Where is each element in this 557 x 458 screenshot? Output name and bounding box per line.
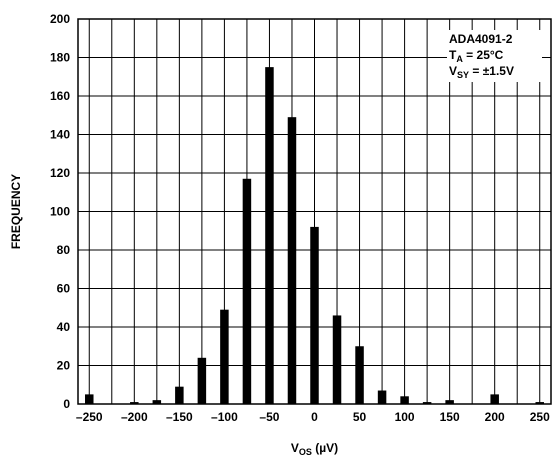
y-tick-label: 40 bbox=[57, 320, 71, 334]
y-tick-label: 200 bbox=[50, 12, 70, 26]
annotation-box-background bbox=[447, 30, 542, 82]
x-tick-label: 250 bbox=[530, 410, 550, 424]
x-tick-label: 50 bbox=[353, 410, 367, 424]
histogram-bar bbox=[490, 394, 499, 404]
x-tick-label: –200 bbox=[121, 410, 148, 424]
y-tick-label: 80 bbox=[57, 243, 71, 257]
x-axis-title-subscript: OS bbox=[299, 447, 312, 457]
x-axis-title-main: V bbox=[291, 441, 299, 455]
annotation-supply-voltage: VSY = ±1.5V bbox=[449, 64, 514, 80]
plot-frame bbox=[77, 18, 552, 405]
x-tick-label: –100 bbox=[211, 410, 238, 424]
y-axis-title: FREQUENCY bbox=[9, 174, 23, 249]
x-axis-title: VOS (µV) bbox=[291, 441, 338, 457]
histogram-bar bbox=[310, 226, 319, 404]
histogram-bar bbox=[265, 67, 274, 404]
y-tick-label: 140 bbox=[50, 128, 70, 142]
x-axis-title-unit: (µV) bbox=[312, 441, 338, 455]
x-tick-label: –50 bbox=[259, 410, 279, 424]
x-tick-label: 150 bbox=[440, 410, 460, 424]
y-tick-label: 120 bbox=[50, 166, 70, 180]
histogram-bar bbox=[332, 315, 342, 404]
y-tick-label: 160 bbox=[50, 89, 70, 103]
histogram-bar bbox=[85, 394, 94, 404]
y-tick-label: 60 bbox=[57, 282, 71, 296]
x-tick-label: 200 bbox=[485, 410, 505, 424]
y-tick-label: 0 bbox=[63, 397, 70, 411]
y-tick-labels: 0 20 40 60 80 100 120 140 160 180 200 bbox=[50, 12, 70, 411]
bars bbox=[85, 67, 544, 405]
histogram-bar bbox=[220, 309, 229, 404]
y-tick-label: 180 bbox=[50, 51, 70, 65]
x-tick-label: –150 bbox=[166, 410, 193, 424]
histogram-bar bbox=[400, 396, 409, 404]
histogram-bar bbox=[355, 346, 364, 404]
histogram-bar bbox=[130, 402, 139, 404]
x-tick-label: 100 bbox=[395, 410, 415, 424]
histogram-bar bbox=[242, 178, 252, 404]
y-tick-label: 100 bbox=[50, 205, 70, 219]
histogram-bar bbox=[287, 117, 297, 405]
histogram-bar bbox=[175, 386, 184, 404]
annotation-box: ADA4091-2 TA = 25°C VSY = ±1.5V bbox=[447, 30, 542, 82]
histogram-bar bbox=[152, 400, 162, 404]
annotation-device-label: ADA4091-2 bbox=[449, 32, 513, 46]
x-tick-label: 0 bbox=[311, 410, 318, 424]
histogram-bar bbox=[197, 357, 207, 404]
histogram-bar bbox=[535, 402, 544, 404]
x-tick-label: –250 bbox=[76, 410, 103, 424]
x-tick-labels: –250 –200 –150 –100 –50 0 50 100 150 200 250 bbox=[76, 410, 550, 424]
histogram-bar bbox=[422, 402, 432, 404]
annotation-temperature: TA = 25°C bbox=[449, 48, 504, 64]
y-tick-label: 20 bbox=[57, 359, 71, 373]
histogram-bar bbox=[445, 400, 454, 404]
histogram-bar bbox=[377, 390, 387, 404]
